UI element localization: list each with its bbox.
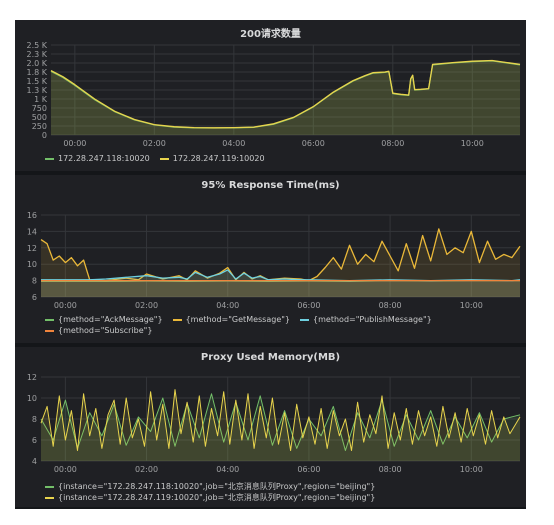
legend-label: 172.28.247.119:10020 (172, 154, 265, 163)
y-tick-label: 10 (27, 260, 37, 269)
x-tick-label: 00:00 (54, 465, 77, 474)
y-tick-label: 250 (32, 122, 47, 131)
chart-legend: {method="AckMessage"} {method="GetMessage… (45, 314, 442, 336)
y-tick-label: 10 (27, 394, 37, 403)
legend-label: {instance="172.28.247.119:10020",job="北京… (58, 493, 376, 502)
x-tick-label: 06:00 (297, 465, 320, 474)
y-tick-label: 1 K (34, 95, 48, 104)
x-tick-label: 08:00 (381, 139, 404, 148)
x-tick-label: 08:00 (379, 301, 402, 310)
dashboard: 200请求数量 0 250 500 750 1 K 1.3 K 1.5 K 1.8 K 2.0 … (15, 20, 526, 509)
legend-row: {method="AckMessage"} {method="GetMessage… (45, 314, 442, 325)
x-tick-label: 04:00 (216, 465, 239, 474)
x-tick-label: 06:00 (297, 301, 320, 310)
legend-item[interactable]: {instance="172.28.247.119:10020",job="北京… (45, 492, 375, 503)
x-tick-label: 08:00 (379, 465, 402, 474)
y-tick-label: 2.3 K (26, 50, 47, 59)
panel-request-count: 200请求数量 0 250 500 750 1 K 1.3 K 1.5 K 1.8 K 2.0 … (15, 20, 526, 171)
panel-response-time: 95% Response Time(ms) 6 8 10 12 14 16 00:00 02:… (15, 175, 526, 343)
y-tick-label: 4 (32, 457, 37, 466)
legend-row: {instance="172.28.247.118:10020",job="北京… (45, 481, 385, 492)
series-area (41, 393, 520, 461)
x-tick-label: 02:00 (135, 465, 158, 474)
legend-item[interactable]: {method="PublishMessage"} (300, 314, 432, 325)
y-tick-label: 16 (27, 211, 37, 220)
legend-label: {method="AckMessage"} (58, 315, 163, 324)
x-tick-label: 02:00 (143, 139, 166, 148)
panel-title: 200请求数量 (240, 29, 301, 40)
series-area (41, 389, 520, 461)
legend-row: {instance="172.28.247.119:10020",job="北京… (45, 492, 385, 503)
x-tick-label: 10:00 (460, 301, 483, 310)
series-line (41, 269, 521, 282)
legend-item[interactable]: {method="AckMessage"} (45, 314, 163, 325)
x-tick-label: 00:00 (63, 139, 86, 148)
y-tick-label: 1.5 K (26, 77, 47, 86)
legend-row: {method="Subscribe"} (45, 325, 442, 336)
panel-title: 95% Response Time(ms) (201, 180, 340, 191)
legend-swatch (45, 157, 54, 160)
x-tick-label: 10:00 (461, 139, 484, 148)
series-line (40, 389, 521, 451)
legend-item[interactable]: {instance="172.28.247.118:10020",job="北京… (45, 481, 375, 492)
legend-item[interactable]: 172.28.247.118:10020 (45, 153, 150, 164)
panel-proxy-memory: Proxy Used Memory(MB) 4 6 8 10 12 00:00 02:00 0… (15, 347, 526, 507)
series-line (40, 393, 521, 451)
series-area (41, 280, 520, 297)
legend-label: {method="GetMessage"} (185, 315, 291, 324)
legend-label: {method="PublishMessage"} (313, 315, 432, 324)
legend-label: 172.28.247.118:10020 (58, 154, 150, 163)
y-tick-label: 500 (32, 113, 47, 122)
legend-label: {instance="172.28.247.118:10020",job="北京… (58, 482, 376, 491)
y-tick-label: 12 (27, 244, 37, 253)
x-tick-label: 00:00 (54, 301, 77, 310)
y-tick-label: 8 (32, 277, 37, 286)
series-area (41, 269, 520, 297)
y-tick-label: 1.3 K (26, 86, 47, 95)
y-tick-label: 0 (42, 131, 47, 140)
y-tick-label: 12 (27, 373, 37, 382)
x-tick-label: 04:00 (222, 139, 245, 148)
x-tick-label: 02:00 (135, 301, 158, 310)
x-tick-label: 06:00 (302, 139, 325, 148)
panel-title: Proxy Used Memory(MB) (200, 352, 341, 363)
legend-item[interactable]: {method="Subscribe"} (45, 325, 152, 336)
y-tick-label: 1.8 K (26, 68, 47, 77)
legend-swatch (172, 318, 182, 321)
legend-swatch (45, 318, 54, 321)
legend-item[interactable]: 172.28.247.119:10020 (159, 153, 265, 164)
proxy-memory-chart: 4 6 8 10 12 00:00 02:00 04:00 06:00 08:00 10:00 (27, 373, 521, 474)
y-tick-label: 750 (32, 104, 47, 113)
y-tick-label: 14 (27, 227, 37, 236)
y-tick-label: 2.5 K (26, 41, 47, 50)
series-area (41, 280, 520, 297)
y-tick-label: 6 (32, 293, 37, 302)
series-area (51, 60, 520, 135)
legend-label: {method="Subscribe"} (58, 326, 153, 335)
legend-swatch (159, 157, 169, 160)
x-tick-label: 04:00 (216, 301, 239, 310)
legend-swatch (45, 329, 54, 332)
x-tick-label: 10:00 (460, 465, 483, 474)
chart-legend: 172.28.247.118:10020 172.28.247.119:10020 (45, 153, 275, 164)
legend-swatch (45, 485, 54, 488)
y-tick-label: 8 (32, 415, 37, 424)
response-time-chart: 6 8 10 12 14 16 00:00 02:00 04:00 06:00 08:00 10:00 (27, 211, 521, 310)
series-area (51, 60, 520, 135)
y-tick-label: 2.0 K (26, 59, 47, 68)
legend-swatch (45, 496, 54, 499)
legend-swatch (300, 318, 310, 321)
legend-item[interactable]: {method="GetMessage"} (172, 314, 291, 325)
series-line (50, 59, 521, 129)
y-tick-label: 6 (32, 436, 37, 445)
legend-row: 172.28.247.118:10020 172.28.247.119:10020 (45, 153, 275, 164)
chart-legend: {instance="172.28.247.118:10020",job="北京… (45, 481, 385, 503)
